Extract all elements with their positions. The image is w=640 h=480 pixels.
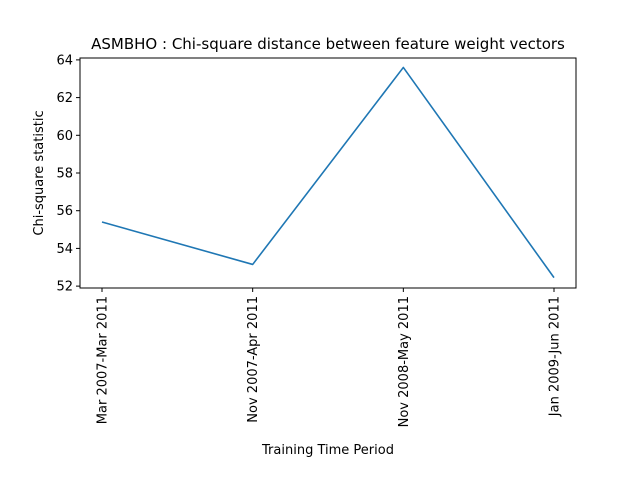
y-tick-label: 54	[56, 242, 73, 257]
x-tick-label: Jan 2009-Jun 2011	[548, 296, 563, 417]
x-tick-label: Nov 2008-May 2011	[397, 296, 412, 427]
y-tick-label: 52	[56, 280, 73, 295]
plot-area	[80, 58, 576, 288]
series-line	[101, 66, 555, 279]
plot-frame	[79, 57, 577, 289]
x-tick-label: Nov 2007-Apr 2011	[246, 296, 261, 423]
y-tick-label: 58	[56, 167, 73, 182]
x-axis: Mar 2007-Mar 2011 Nov 2007-Apr 2011 Nov 20…	[96, 288, 563, 427]
x-axis-label: Training Time Period	[261, 443, 394, 458]
y-tick-label: 60	[56, 129, 73, 144]
series-group	[101, 66, 555, 279]
y-axis-label: Chi-square statistic	[32, 110, 47, 235]
y-tick-label: 56	[56, 204, 73, 219]
y-axis: 52 54 56 58 60 62 64	[56, 53, 80, 295]
y-tick-label: 64	[56, 53, 73, 68]
y-tick-label: 62	[56, 91, 73, 106]
x-tick-label: Mar 2007-Mar 2011	[96, 296, 111, 424]
chart-title: ASMBHO : Chi-square distance between fea…	[91, 35, 565, 53]
